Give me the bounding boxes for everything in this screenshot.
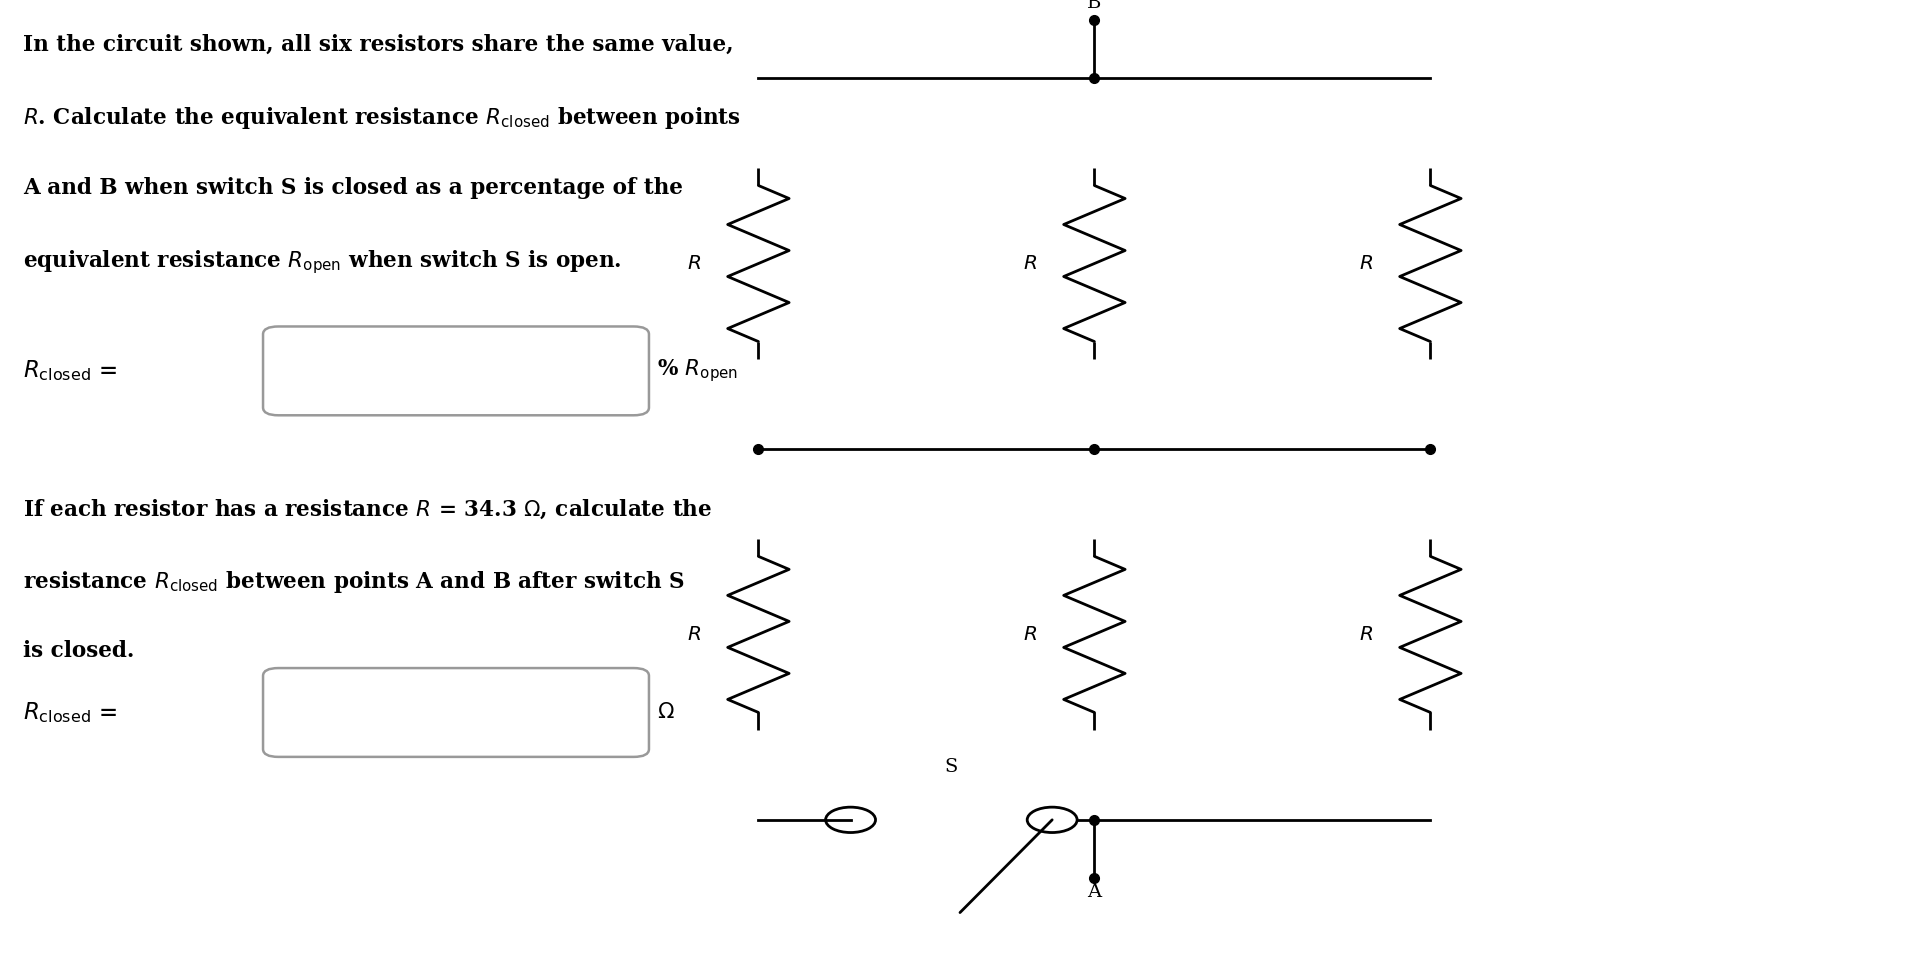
- Text: $\mathit{R}_{\mathrm{closed}}$ =: $\mathit{R}_{\mathrm{closed}}$ =: [23, 700, 117, 725]
- Text: In the circuit shown, all six resistors share the same value,: In the circuit shown, all six resistors …: [23, 34, 733, 57]
- Text: If each resistor has a resistance $\mathit{R}$ = 34.3 $\Omega$, calculate the: If each resistor has a resistance $\math…: [23, 498, 712, 521]
- Text: $\mathit{R}$: $\mathit{R}$: [1023, 254, 1037, 273]
- Text: $\Omega$: $\Omega$: [657, 702, 674, 723]
- Text: resistance $\mathit{R}_{\mathrm{closed}}$ between points A and B after switch S: resistance $\mathit{R}_{\mathrm{closed}}…: [23, 569, 685, 595]
- Text: $\mathit{R}_{\mathrm{closed}}$ =: $\mathit{R}_{\mathrm{closed}}$ =: [23, 358, 117, 384]
- Text: % $\mathit{R}_{\mathrm{open}}$: % $\mathit{R}_{\mathrm{open}}$: [657, 357, 737, 385]
- Text: A: A: [1087, 883, 1102, 901]
- Text: A and B when switch S is closed as a percentage of the: A and B when switch S is closed as a per…: [23, 177, 684, 199]
- Text: $\mathit{R}$: $\mathit{R}$: [687, 625, 701, 644]
- FancyBboxPatch shape: [263, 668, 649, 757]
- Text: $\mathit{R}$: $\mathit{R}$: [1023, 625, 1037, 644]
- FancyBboxPatch shape: [263, 326, 649, 416]
- Text: $\mathit{R}$: $\mathit{R}$: [1359, 254, 1373, 273]
- Text: is closed.: is closed.: [23, 640, 134, 663]
- Text: $\mathit{R}$. Calculate the equivalent resistance $\mathit{R}_{\mathrm{closed}}$: $\mathit{R}$. Calculate the equivalent r…: [23, 105, 741, 132]
- Text: equivalent resistance $\mathit{R}_{\mathrm{open}}$ when switch S is open.: equivalent resistance $\mathit{R}_{\math…: [23, 248, 622, 275]
- Text: $\mathit{R}$: $\mathit{R}$: [1359, 625, 1373, 644]
- Text: S: S: [945, 758, 958, 776]
- Text: $\mathit{R}$: $\mathit{R}$: [687, 254, 701, 273]
- Text: B: B: [1087, 0, 1102, 12]
